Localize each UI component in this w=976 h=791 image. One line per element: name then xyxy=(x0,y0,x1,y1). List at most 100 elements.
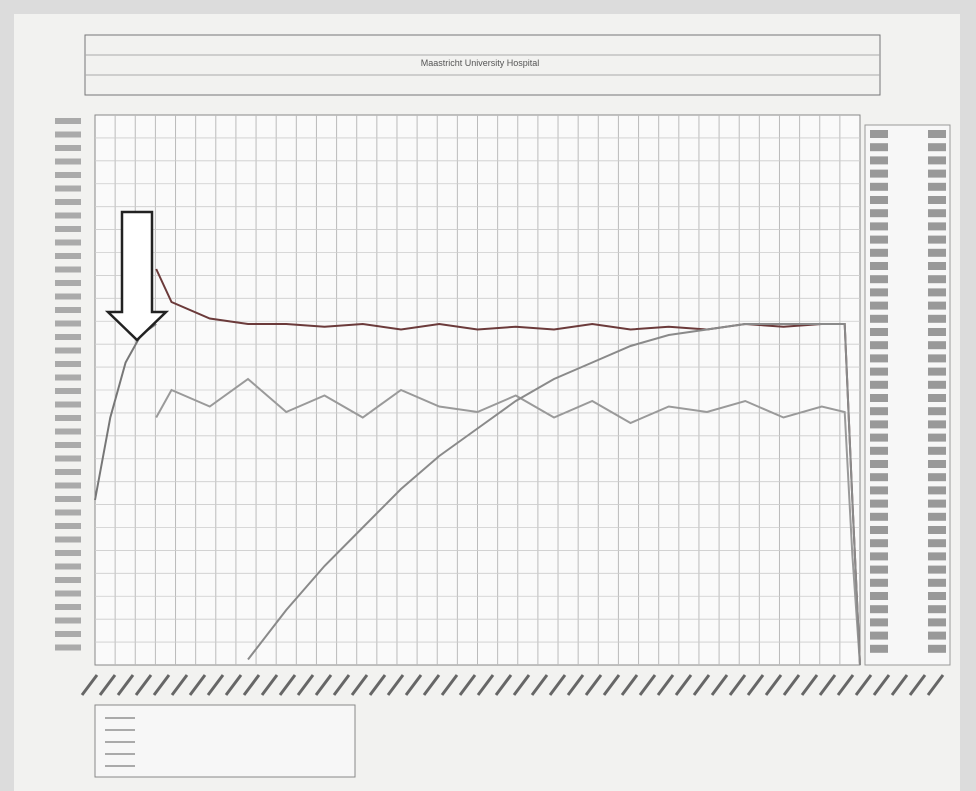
side-cell xyxy=(928,196,946,204)
side-cell xyxy=(870,632,888,640)
side-cell xyxy=(928,486,946,494)
side-cell xyxy=(870,539,888,547)
side-cell xyxy=(928,288,946,296)
side-cell xyxy=(870,447,888,455)
y-axis-cell xyxy=(55,361,81,367)
side-cell xyxy=(870,513,888,521)
side-cell xyxy=(870,328,888,336)
side-cell xyxy=(928,460,946,468)
side-cell xyxy=(870,156,888,164)
side-cell xyxy=(870,288,888,296)
side-cell xyxy=(928,130,946,138)
side-cell xyxy=(870,262,888,270)
side-cell xyxy=(928,354,946,362)
side-cell xyxy=(870,618,888,626)
side-cell xyxy=(928,434,946,442)
side-cell xyxy=(870,605,888,613)
photo: Maastricht University Hospital xyxy=(0,0,976,791)
y-axis-cell xyxy=(55,456,81,462)
side-cell xyxy=(870,486,888,494)
side-cell xyxy=(928,592,946,600)
side-cell xyxy=(928,381,946,389)
side-cell xyxy=(870,302,888,310)
side-cell xyxy=(928,315,946,323)
side-cell xyxy=(928,605,946,613)
y-axis-cell xyxy=(55,226,81,232)
y-axis-cell xyxy=(55,186,81,192)
y-axis-cell xyxy=(55,645,81,651)
page: Maastricht University Hospital (() => { … xyxy=(0,0,976,791)
side-cell xyxy=(928,566,946,574)
y-axis-cell xyxy=(55,199,81,205)
y-axis-cell xyxy=(55,564,81,570)
y-axis-cell xyxy=(55,550,81,556)
side-cell xyxy=(870,394,888,402)
side-cell xyxy=(870,434,888,442)
side-cell xyxy=(870,130,888,138)
side-cell xyxy=(870,236,888,244)
side-cell xyxy=(870,368,888,376)
side-cell xyxy=(928,183,946,191)
y-axis-cell xyxy=(55,415,81,421)
side-cell xyxy=(870,500,888,508)
y-axis-cell xyxy=(55,483,81,489)
y-axis-cell xyxy=(55,631,81,637)
side-cell xyxy=(870,579,888,587)
y-axis-cell xyxy=(55,496,81,502)
side-cell xyxy=(928,500,946,508)
y-axis-cell xyxy=(55,321,81,327)
y-axis-cell xyxy=(55,118,81,124)
side-cell xyxy=(928,341,946,349)
y-axis-cell xyxy=(55,469,81,475)
side-cell xyxy=(870,341,888,349)
side-cell xyxy=(928,236,946,244)
chart-title: Maastricht University Hospital xyxy=(421,58,540,68)
side-cell xyxy=(870,209,888,217)
y-axis-cell xyxy=(55,429,81,435)
side-cell xyxy=(928,513,946,521)
y-axis-cell xyxy=(55,537,81,543)
side-cell xyxy=(928,302,946,310)
side-cell xyxy=(870,420,888,428)
side-cell xyxy=(928,552,946,560)
y-axis-cell xyxy=(55,442,81,448)
side-cell xyxy=(870,196,888,204)
side-cell xyxy=(870,473,888,481)
side-cell xyxy=(928,170,946,178)
y-axis-cell xyxy=(55,307,81,313)
side-cell xyxy=(928,249,946,257)
side-cell xyxy=(928,328,946,336)
y-axis-cell xyxy=(55,267,81,273)
y-axis-cell xyxy=(55,159,81,165)
side-cell xyxy=(928,473,946,481)
side-cell xyxy=(928,645,946,653)
side-cell xyxy=(928,143,946,151)
side-cell xyxy=(870,526,888,534)
y-axis-cell xyxy=(55,253,81,259)
side-cell xyxy=(870,407,888,415)
side-cell xyxy=(870,183,888,191)
side-cell xyxy=(928,394,946,402)
y-axis-cell xyxy=(55,577,81,583)
side-cell xyxy=(928,579,946,587)
y-axis-cell xyxy=(55,294,81,300)
side-cell xyxy=(870,315,888,323)
y-axis-cell xyxy=(55,280,81,286)
y-axis-cell xyxy=(55,145,81,151)
side-cell xyxy=(928,156,946,164)
y-axis-cell xyxy=(55,375,81,381)
side-cell xyxy=(928,526,946,534)
y-axis-cell xyxy=(55,591,81,597)
side-cell xyxy=(870,170,888,178)
side-cell xyxy=(870,566,888,574)
side-cell xyxy=(928,420,946,428)
y-axis-cell xyxy=(55,618,81,624)
side-cell xyxy=(870,645,888,653)
side-cell xyxy=(928,539,946,547)
side-cell xyxy=(870,592,888,600)
y-axis-cell xyxy=(55,240,81,246)
side-cell xyxy=(870,143,888,151)
y-axis-cell xyxy=(55,523,81,529)
side-cell xyxy=(928,407,946,415)
y-axis-cell xyxy=(55,334,81,340)
